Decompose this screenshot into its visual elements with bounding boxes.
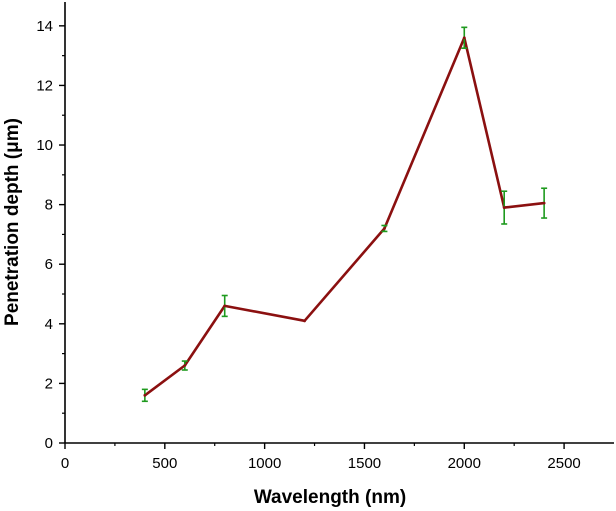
data-point [223,304,227,308]
data-point [303,319,306,323]
y-tick-label: 8 [45,197,53,214]
data-point [383,227,386,230]
y-tick-label: 12 [36,77,53,94]
y-tick-label: 10 [36,137,53,154]
x-tick-label: 1000 [248,455,281,472]
axes: 0 500 1000 1500 2000 2500 0 2 4 6 8 10 12 14 [36,2,614,472]
x-tick-label: 2000 [448,455,481,472]
y-axis-label: Penetration depth (μm) [2,118,23,326]
y-tick-label: 2 [45,375,53,392]
plot-area [141,26,548,403]
x-tick-label: 0 [61,455,69,472]
data-point [502,206,506,210]
y-tick-label: 6 [45,256,53,273]
data-point [542,201,546,205]
series-line [144,36,545,397]
data-point [183,364,187,367]
data-point [462,36,466,40]
x-axis-label: Wavelength (nm) [254,487,406,508]
y-tick-label: 14 [36,18,53,35]
x-tick-label: 1500 [348,455,381,472]
y-tick-label: 0 [45,435,53,452]
y-tick-label: 4 [45,316,53,333]
x-tick-label: 2500 [547,455,580,472]
x-tick-label: 500 [152,455,177,472]
data-point [143,393,147,397]
